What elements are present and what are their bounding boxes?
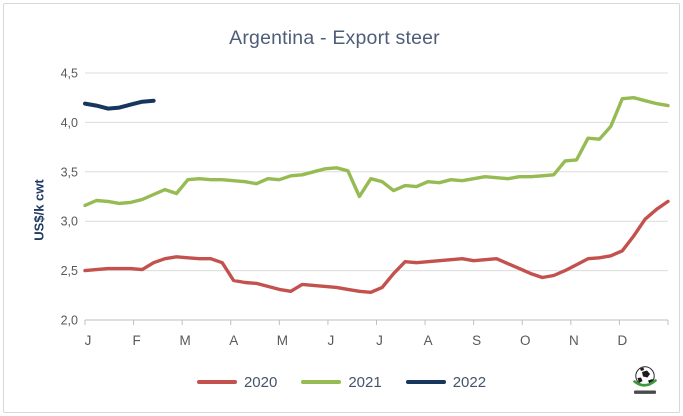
legend: 2020 2021 2022 xyxy=(0,372,683,392)
y-tick-label: 2,5 xyxy=(61,264,78,278)
legend-label-2020: 2020 xyxy=(243,373,278,391)
x-month-label: A xyxy=(229,333,238,348)
x-month-label: M xyxy=(277,333,288,348)
legend-swatch-2021 xyxy=(301,380,342,384)
y-tick-label: 4,0 xyxy=(61,116,78,130)
y-tick-label: 3,0 xyxy=(61,215,78,229)
x-month-label: F xyxy=(132,333,140,348)
legend-item-2020: 2020 xyxy=(196,373,278,391)
legend-item-2022: 2022 xyxy=(405,373,487,391)
x-month-label: N xyxy=(569,333,579,348)
y-tick-label: 2,0 xyxy=(61,314,78,328)
x-month-label: J xyxy=(85,333,92,348)
legend-label-2022: 2022 xyxy=(452,373,487,391)
x-month-label: S xyxy=(472,333,481,348)
series-2021-line xyxy=(83,95,670,208)
chart-title: Argentina - Export steer xyxy=(229,27,440,49)
legend-label-2021: 2021 xyxy=(348,373,382,391)
x-month-label: J xyxy=(376,333,383,348)
y-tick-label: 4,5 xyxy=(61,67,78,81)
x-month-label: A xyxy=(424,333,433,348)
globe-logo xyxy=(629,364,661,400)
globe-icon xyxy=(633,366,657,394)
y-tick-label: 3,5 xyxy=(61,165,78,179)
series-2020-line xyxy=(83,199,670,294)
x-month-label: M xyxy=(180,333,191,348)
legend-item-2021: 2021 xyxy=(301,373,382,391)
legend-swatch-2022 xyxy=(405,379,446,385)
series-2022-line xyxy=(83,98,156,111)
x-month-label: J xyxy=(328,333,335,348)
x-month-label: O xyxy=(520,333,531,348)
legend-swatch-2020 xyxy=(196,380,237,384)
x-month-label: D xyxy=(618,333,628,348)
